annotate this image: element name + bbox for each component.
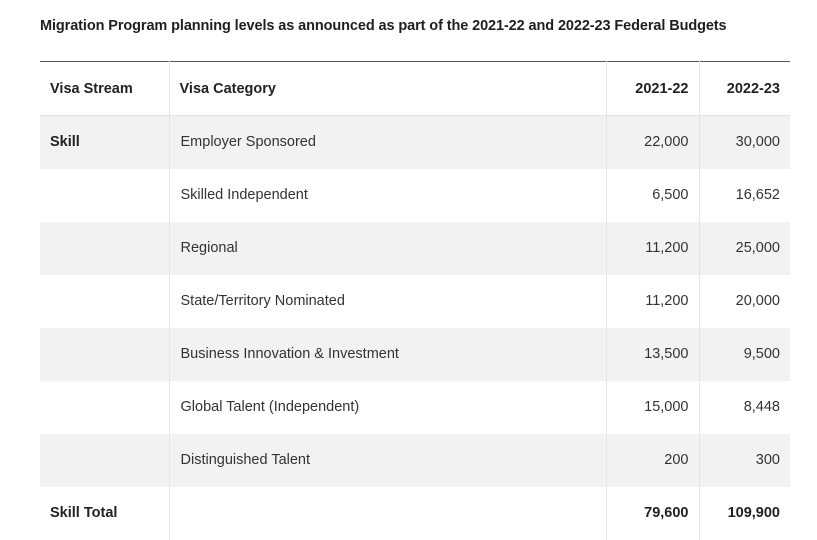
- cell-2021-22: 22,000: [605, 115, 699, 169]
- cell-visa-category: Distinguished Talent: [168, 433, 606, 487]
- cell-visa-stream: [40, 381, 169, 434]
- table-row: State/Territory Nominated 11,200 20,000: [40, 274, 790, 328]
- header-visa-category: Visa Category: [168, 61, 606, 116]
- cell-visa-category: Employer Sponsored: [168, 115, 606, 169]
- table-row: Business Innovation & Investment 13,500 …: [40, 327, 790, 381]
- table-row: Distinguished Talent 200 300: [40, 433, 790, 487]
- migration-program-table: Visa Stream Visa Category 2021-22 2022-2…: [40, 61, 790, 540]
- table-row: Skilled Independent 6,500 16,652: [40, 168, 790, 222]
- cell-visa-stream: [40, 275, 169, 328]
- table-row: Skill Employer Sponsored 22,000 30,000: [40, 115, 790, 169]
- cell-2021-22: 13,500: [605, 327, 699, 381]
- header-2022-23: 2022-23: [698, 61, 790, 116]
- cell-visa-category: State/Territory Nominated: [168, 274, 606, 328]
- cell-visa-stream: [40, 169, 169, 222]
- cell-visa-stream: Skill: [40, 115, 169, 169]
- cell-visa-stream: [40, 327, 169, 381]
- cell-total-label: Skill Total: [50, 505, 118, 521]
- cell-total-category: [168, 486, 606, 540]
- cell-visa-category: Business Innovation & Investment: [168, 327, 606, 381]
- cell-2021-22: 11,200: [605, 274, 699, 328]
- cell-visa-category: Skilled Independent: [168, 168, 606, 222]
- cell-2022-23: 16,652: [698, 168, 790, 222]
- table-row: Regional 11,200 25,000: [40, 221, 790, 275]
- cell-2022-23: 20,000: [698, 274, 790, 328]
- total-row: Skill Total 79,600 109,900: [40, 486, 790, 540]
- cell-total-2022-23: 109,900: [698, 486, 790, 540]
- cell-total-2021-22: 79,600: [605, 486, 699, 540]
- cell-2021-22: 11,200: [605, 221, 699, 275]
- cell-2022-23: 30,000: [698, 115, 790, 169]
- cell-visa-category: Regional: [168, 221, 606, 275]
- cell-2022-23: 300: [698, 433, 790, 487]
- cell-visa-stream: [40, 433, 169, 487]
- cell-visa-category: Global Talent (Independent): [168, 380, 606, 434]
- cell-2022-23: 8,448: [698, 380, 790, 434]
- cell-2021-22: 15,000: [605, 380, 699, 434]
- cell-2022-23: 9,500: [698, 327, 790, 381]
- cell-2022-23: 25,000: [698, 221, 790, 275]
- table-caption: Migration Program planning levels as ann…: [40, 18, 727, 34]
- cell-2021-22: 6,500: [605, 168, 699, 222]
- header-visa-stream: Visa Stream: [40, 61, 169, 116]
- table-row: Global Talent (Independent) 15,000 8,448: [40, 380, 790, 434]
- cell-2021-22: 200: [605, 433, 699, 487]
- header-row: Visa Stream Visa Category 2021-22 2022-2…: [40, 61, 790, 116]
- cell-visa-stream: [40, 221, 169, 275]
- header-2021-22: 2021-22: [605, 61, 699, 116]
